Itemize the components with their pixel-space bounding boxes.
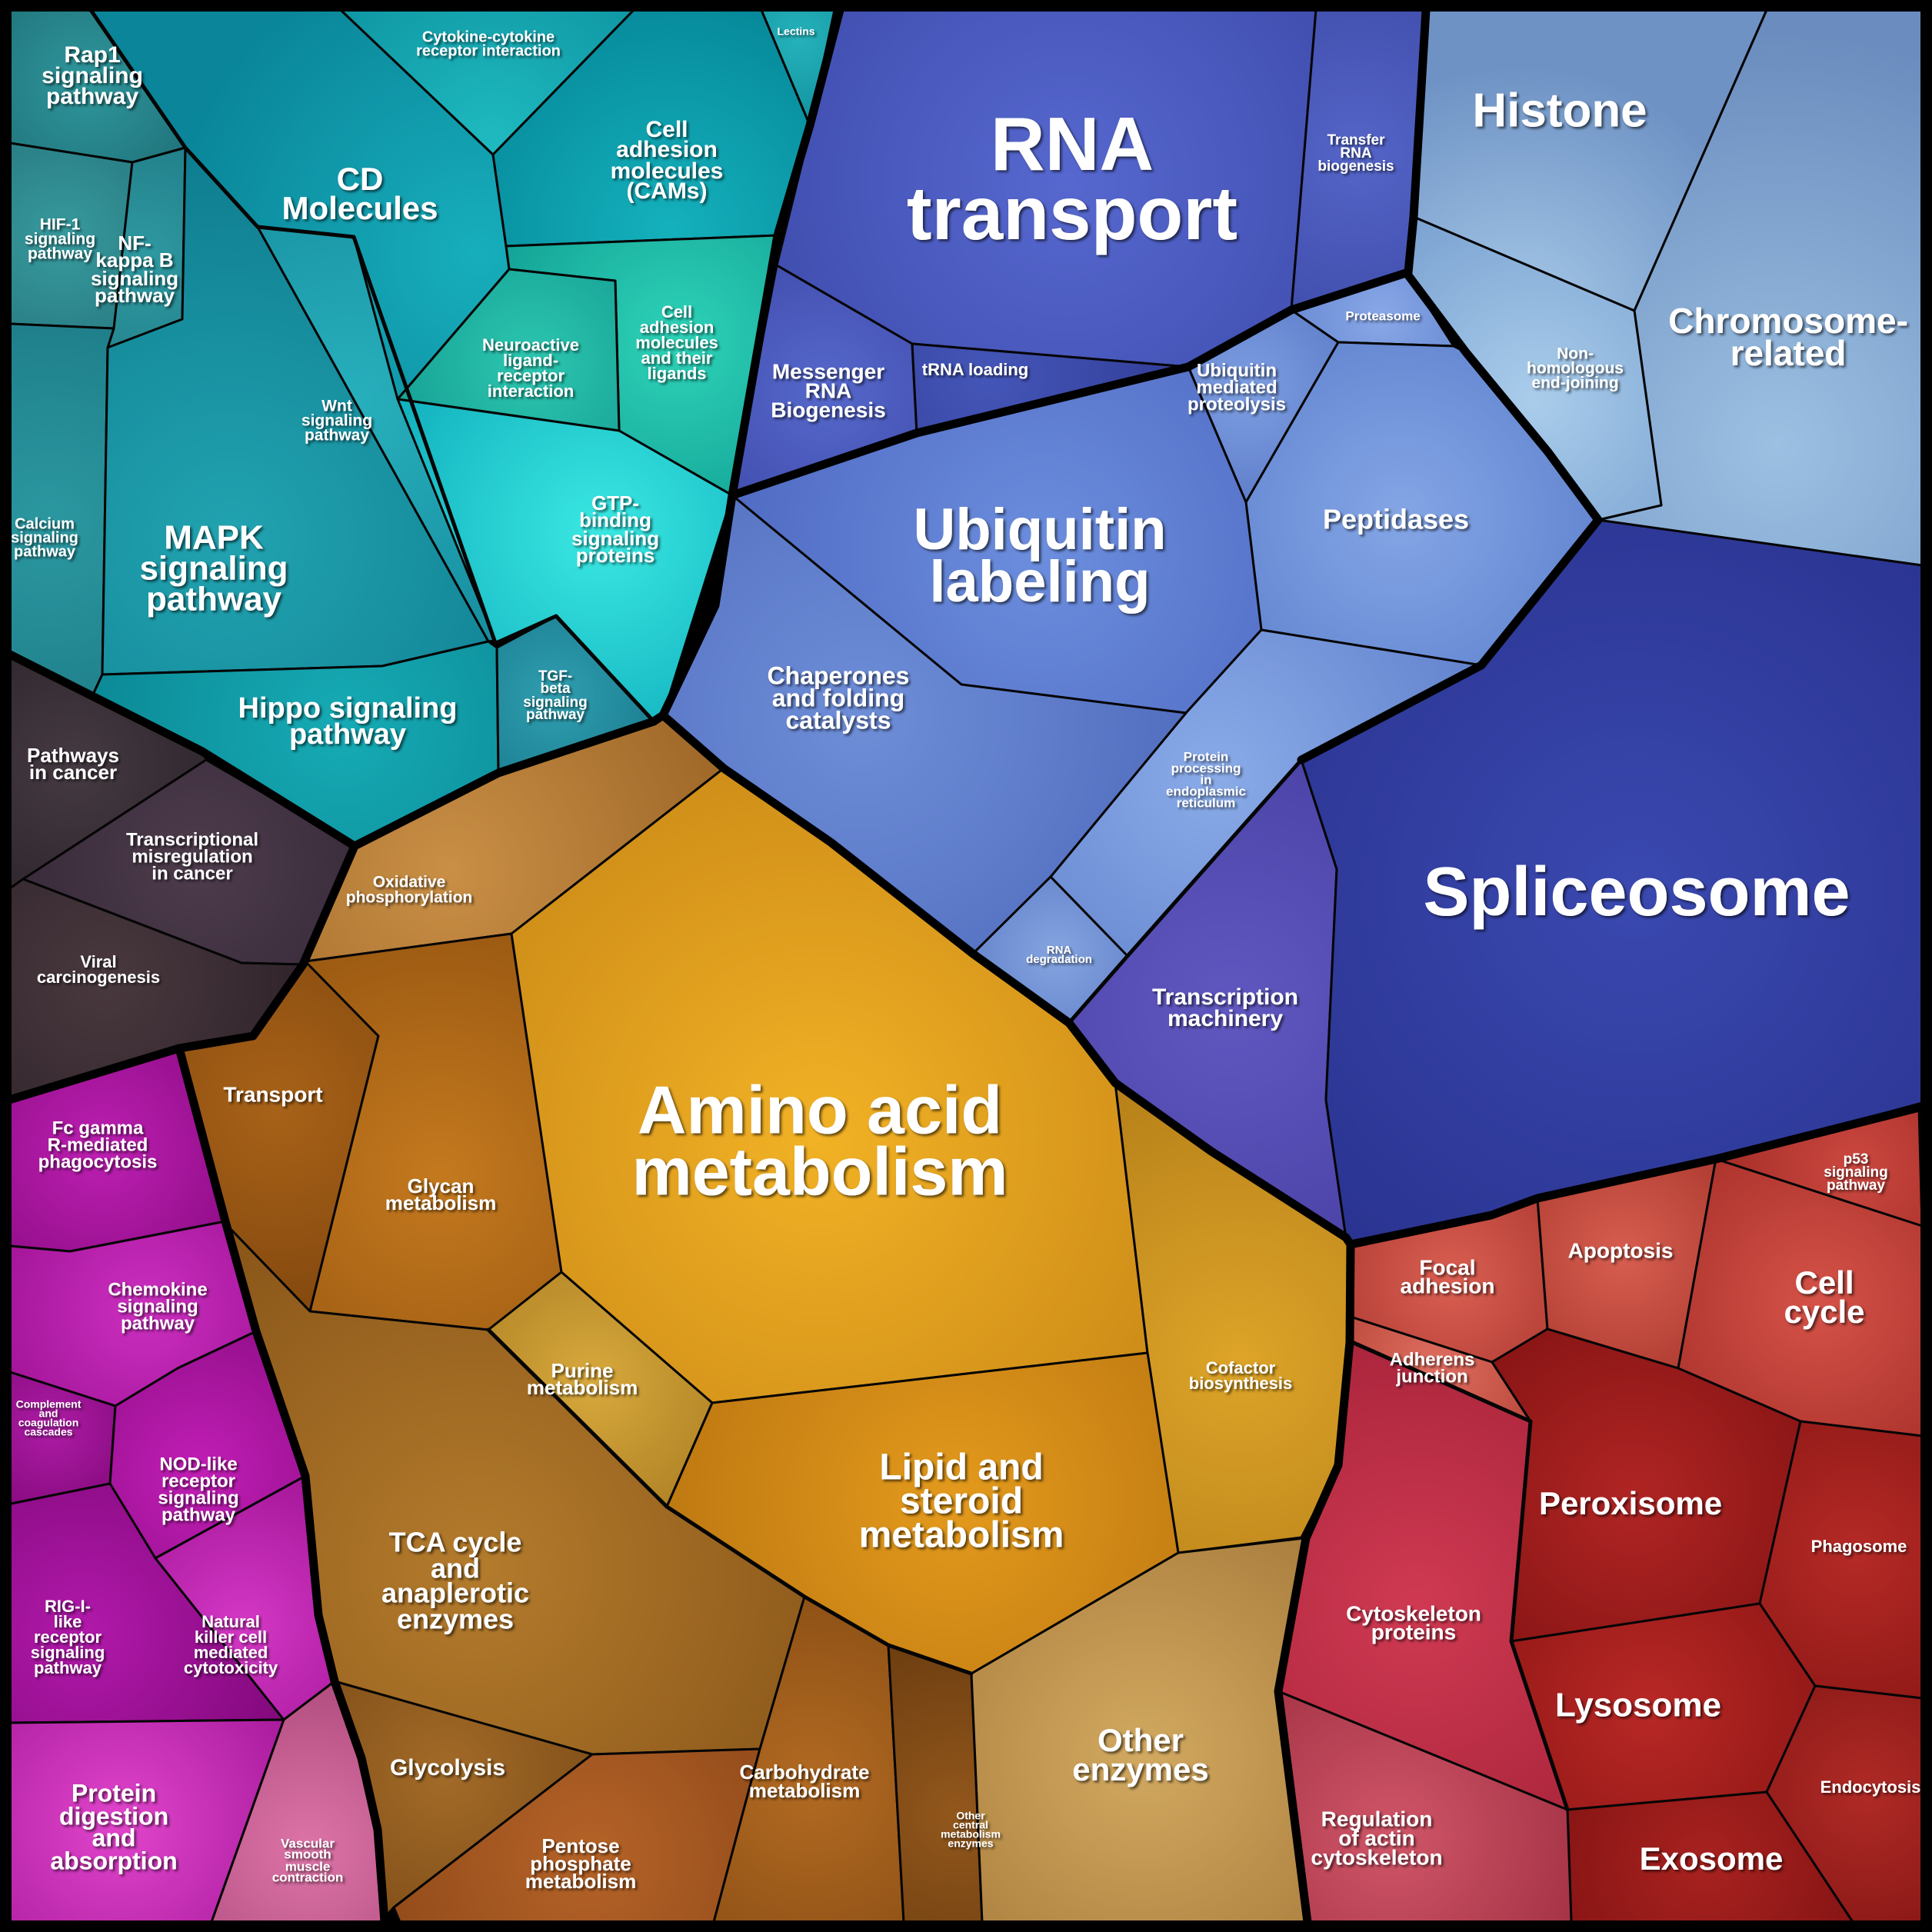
svg-text:Phagosome: Phagosome: [1811, 1537, 1907, 1556]
svg-text:Peptidases: Peptidases: [1323, 504, 1469, 535]
svg-text:Peroxisome: Peroxisome: [1539, 1485, 1722, 1521]
svg-text:Lysosome: Lysosome: [1555, 1687, 1721, 1724]
svg-text:Lectins: Lectins: [777, 25, 814, 38]
svg-text:Apoptosis: Apoptosis: [1568, 1238, 1674, 1262]
svg-text:Spliceosome: Spliceosome: [1423, 854, 1850, 931]
svg-text:Exosome: Exosome: [1640, 1840, 1784, 1877]
svg-text:Proteasome: Proteasome: [1345, 308, 1420, 323]
svg-text:tRNA loading: tRNA loading: [922, 360, 1029, 379]
svg-text:Histone: Histone: [1472, 84, 1647, 137]
svg-text:Endocytosis: Endocytosis: [1820, 1777, 1921, 1797]
svg-text:Transport: Transport: [223, 1082, 322, 1106]
svg-text:Glycolysis: Glycolysis: [390, 1755, 505, 1780]
svg-text:Chromosome-related: Chromosome-related: [1668, 301, 1908, 373]
